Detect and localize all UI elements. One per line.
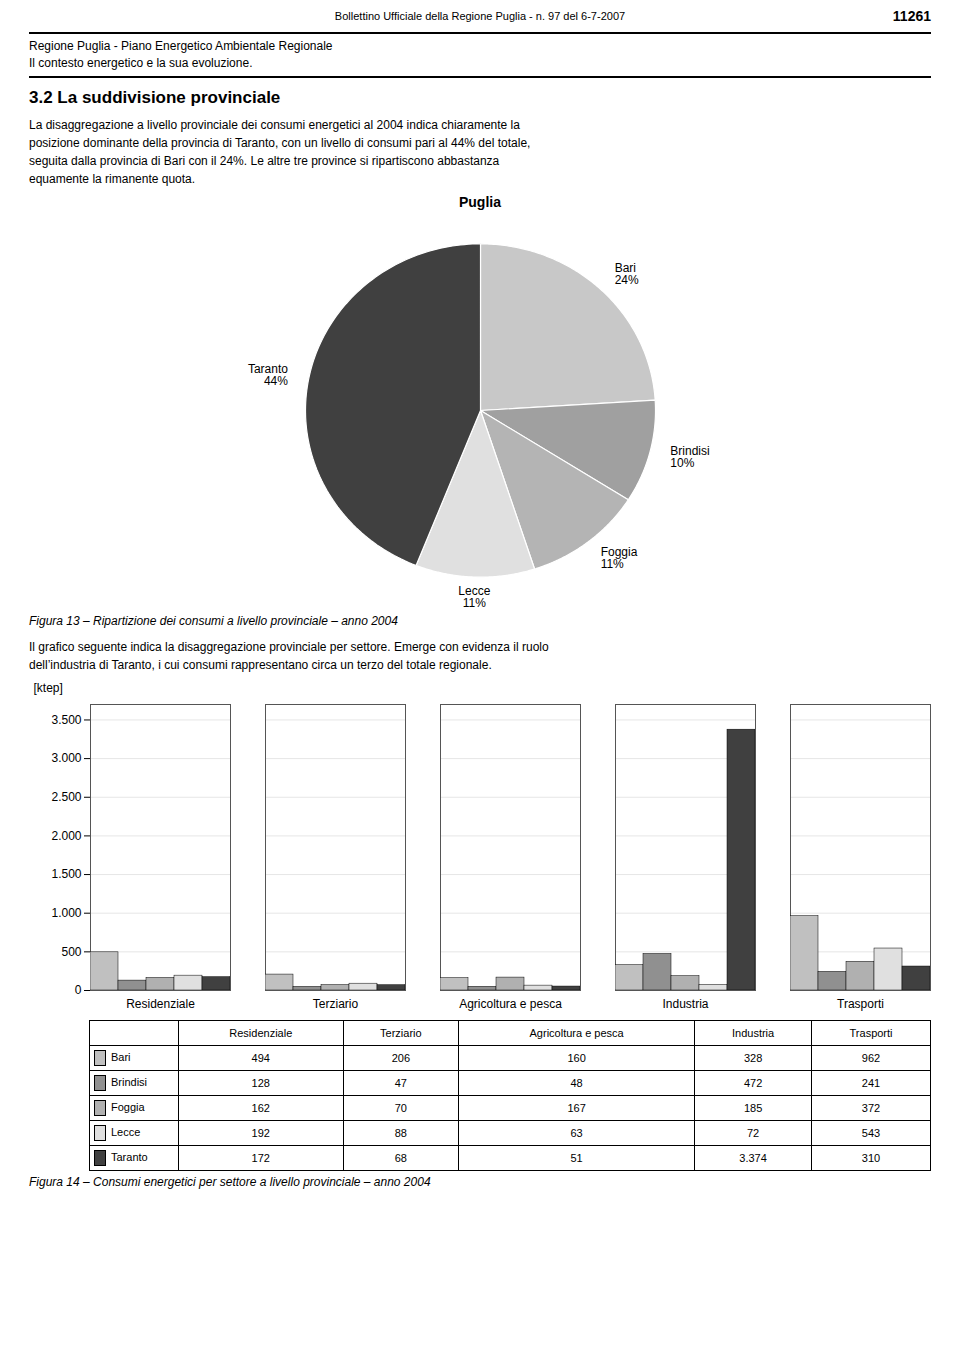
svg-text:Brindisi10%: Brindisi10% (670, 444, 709, 470)
html-text:3.374: 3.374 (739, 1152, 767, 1164)
svg-text:Residenziale: Residenziale (126, 997, 195, 1011)
html-text:11261: 11261 (892, 8, 931, 24)
html-text:494: 494 (251, 1052, 270, 1064)
html-text:372: 372 (861, 1102, 881, 1114)
svg-text:1.500: 1.500 (51, 867, 81, 881)
html-text:Figura 14 – Consumi energetici: Figura 14 – Consumi energetici per setto… (29, 1175, 431, 1189)
html-text:48: 48 (570, 1077, 583, 1089)
html-text:192: 192 (251, 1127, 270, 1139)
html-text:Bollettino Ufficiale della Reg: Bollettino Ufficiale della Regione Pugli… (334, 10, 626, 22)
svg-text:Lecce11%: Lecce11% (458, 584, 490, 610)
html-text:328: 328 (743, 1052, 763, 1064)
html-text:241: 241 (861, 1077, 881, 1089)
html-text:Il contesto energetico e la su: Il contesto energetico e la sua evoluzio… (29, 56, 253, 70)
html-text:128: 128 (251, 1077, 270, 1089)
html-text:Regione Puglia - Piano Energet: Regione Puglia - Piano Energetico Ambien… (29, 39, 333, 53)
html-text:Brindisi: Brindisi (111, 1075, 148, 1088)
html-text:88: 88 (394, 1127, 407, 1139)
html-text:185: 185 (743, 1102, 763, 1114)
html-text:472: 472 (743, 1077, 763, 1089)
html-text:543: 543 (861, 1127, 881, 1139)
html-text:Lecce: Lecce (111, 1125, 141, 1138)
svg-text:Trasporti: Trasporti (837, 997, 884, 1011)
html-text:162: 162 (251, 1102, 270, 1114)
svg-text:Terziario: Terziario (313, 997, 359, 1011)
html-text:63: 63 (570, 1127, 583, 1139)
html-text:310: 310 (861, 1152, 881, 1164)
html-text:70: 70 (394, 1102, 407, 1114)
html-text:Trasporti: Trasporti (849, 1027, 893, 1039)
svg-text:[ktep]: [ktep] (34, 681, 63, 695)
html-text:Bari: Bari (111, 1050, 131, 1063)
html-text:72: 72 (746, 1127, 760, 1139)
html-text:51: 51 (570, 1152, 583, 1164)
svg-text:3.000: 3.000 (51, 751, 81, 765)
html-text:167: 167 (567, 1102, 586, 1114)
html-text:Puglia: Puglia (459, 194, 501, 210)
html-text:3.2 La suddivisione provincial: 3.2 La suddivisione provinciale (29, 88, 281, 107)
svg-text:2.000: 2.000 (51, 829, 81, 843)
html-text:La disaggregazione a livello p: La disaggregazione a livello provinciale… (29, 118, 531, 186)
html-text:Terziario: Terziario (380, 1027, 422, 1039)
svg-text:0: 0 (75, 983, 82, 997)
html-text:Residenziale: Residenziale (229, 1027, 293, 1039)
html-text:Foggia: Foggia (111, 1100, 145, 1113)
html-text:Il grafico seguente indica la: Il grafico seguente indica la disaggrega… (29, 640, 549, 672)
html-text:47: 47 (394, 1077, 407, 1089)
svg-text:Foggia11%: Foggia11% (601, 545, 638, 571)
svg-text:3.500: 3.500 (51, 713, 81, 727)
svg-text:Agricoltura e pesca: Agricoltura e pesca (459, 997, 562, 1011)
html-text:962: 962 (861, 1052, 881, 1064)
svg-text:2.500: 2.500 (51, 790, 81, 804)
svg-text:Industria: Industria (662, 997, 708, 1011)
html-text:68: 68 (394, 1152, 407, 1164)
svg-text:1.000: 1.000 (51, 906, 81, 920)
svg-text:Bari24%: Bari24% (615, 261, 639, 287)
html-text:206: 206 (391, 1052, 410, 1064)
html-text:Agricoltura e pesca: Agricoltura e pesca (529, 1027, 624, 1039)
html-text:Figura 13 – Ripartizione dei c: Figura 13 – Ripartizione dei consumi a l… (29, 614, 398, 628)
html-text:Industria: Industria (732, 1027, 775, 1039)
html-text:160: 160 (567, 1052, 586, 1064)
svg-text:500: 500 (61, 945, 81, 959)
html-text:Taranto: Taranto (111, 1150, 148, 1163)
svg-text:Taranto44%: Taranto44% (248, 362, 288, 388)
html-text:172: 172 (251, 1152, 270, 1164)
